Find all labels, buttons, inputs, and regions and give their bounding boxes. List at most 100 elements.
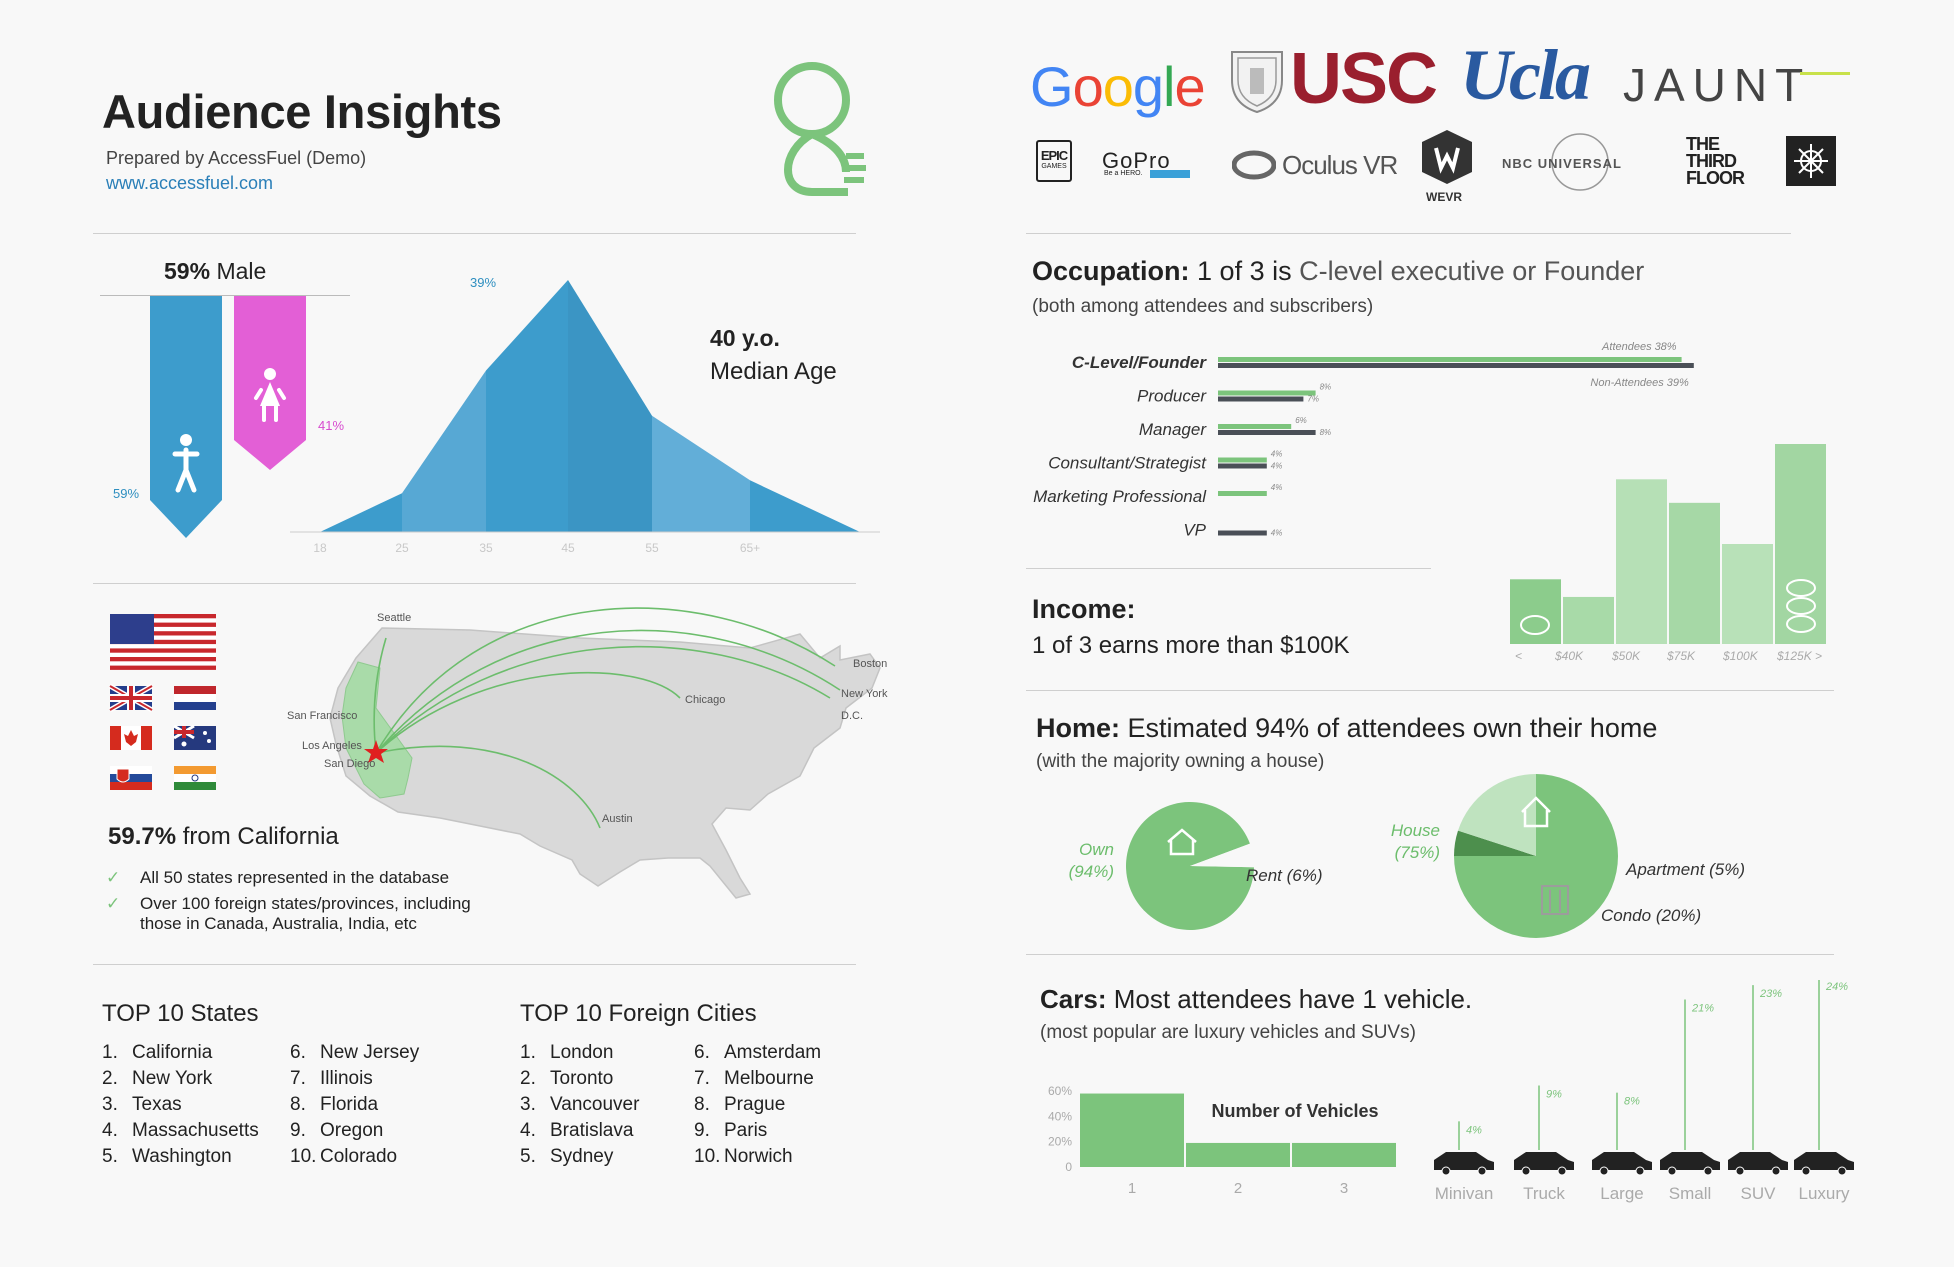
vehicle-type-value: 24% bbox=[1825, 981, 1848, 993]
house-icon bbox=[1521, 796, 1551, 828]
wevr-logo: WEVR bbox=[1426, 190, 1462, 204]
list-item-number: 7. bbox=[290, 1068, 306, 1089]
top-cities-title-rest: Foreign Cities bbox=[608, 1000, 757, 1027]
occupation-bar-nonattendees bbox=[1218, 396, 1304, 402]
list-item-label: Massachusetts bbox=[132, 1120, 259, 1141]
list-item-number: 9. bbox=[694, 1120, 710, 1141]
male-label: Male bbox=[216, 258, 267, 284]
list-item: 3. Texas bbox=[102, 1092, 259, 1118]
condo-label: Condo (20%) bbox=[1601, 906, 1702, 925]
home-text: Estimated 94% of attendees own their hom… bbox=[1127, 713, 1658, 743]
oculus-icon bbox=[1232, 150, 1276, 180]
car-icon bbox=[1592, 1152, 1652, 1176]
list-item-number: 4. bbox=[102, 1120, 118, 1141]
car-wheel bbox=[1635, 1166, 1645, 1176]
list-item-number: 5. bbox=[102, 1146, 118, 1167]
vehicle-type-label: Minivan bbox=[1435, 1184, 1494, 1203]
occupation-bar-attendees bbox=[1218, 390, 1316, 396]
occupation-value-attendees: 4% bbox=[1271, 450, 1283, 459]
list-item-label: Vancouver bbox=[550, 1094, 640, 1115]
income-bar bbox=[1616, 479, 1667, 644]
occupation-value-nonattendees: 8% bbox=[1320, 428, 1332, 437]
third-floor-2: THIRD bbox=[1686, 151, 1737, 171]
age-tick-label: 55 bbox=[645, 541, 659, 555]
car-wheel bbox=[1801, 1166, 1811, 1176]
car-wheel bbox=[1703, 1166, 1713, 1176]
income-sub: 1 of 3 earns more than $100K bbox=[1032, 632, 1350, 659]
legend-nonattendees: Non-Attendees bbox=[1590, 377, 1664, 389]
city-boston: Boston bbox=[853, 658, 888, 670]
house-pct: (75%) bbox=[1394, 843, 1440, 862]
cars-sub: (most popular are luxury vehicles and SU… bbox=[1040, 1022, 1416, 1043]
epic-logo: EPIC GAMES bbox=[1036, 140, 1072, 182]
house-icon bbox=[1167, 828, 1197, 856]
list-item: 2. Toronto bbox=[520, 1066, 639, 1092]
occupation-value-attendees: 38% bbox=[1655, 341, 1677, 353]
bullet-1: All 50 states represented in the databas… bbox=[140, 868, 450, 887]
occupation-value-nonattendees: 39% bbox=[1667, 377, 1689, 389]
cars-title: Cars: bbox=[1040, 984, 1107, 1014]
occupation-headline: Occupation: 1 of 3 is C-level executive … bbox=[1032, 256, 1644, 287]
occupation-category-label: Manager bbox=[1139, 420, 1207, 439]
median-age-value: 40 y.o. bbox=[710, 325, 780, 351]
home-headline: Home: Estimated 94% of attendees own the… bbox=[1036, 713, 1657, 744]
top-states-title: TOP 10 States bbox=[102, 1000, 259, 1028]
median-age-label: Median Age bbox=[710, 358, 837, 385]
list-item: 2. New York bbox=[102, 1066, 259, 1092]
coin-stack-icon bbox=[1786, 615, 1816, 633]
car-icon bbox=[1514, 1152, 1574, 1176]
occupation-bar-attendees bbox=[1218, 457, 1267, 463]
male-pct-bold: 59% bbox=[164, 258, 211, 284]
nbc-circle-icon bbox=[1551, 133, 1609, 191]
list-item-label: Prague bbox=[724, 1094, 786, 1115]
coin-stack-icon bbox=[1786, 597, 1816, 615]
own-pct: (94%) bbox=[1068, 862, 1114, 881]
australia-flag-icon bbox=[173, 724, 216, 750]
wevr-icon bbox=[1422, 130, 1472, 184]
vehicles-ytick: 0 bbox=[1065, 1160, 1072, 1174]
top-cities-title-num: TOP 10 bbox=[520, 1000, 602, 1027]
third-floor-logo: THE THIRD FLOOR bbox=[1686, 135, 1745, 187]
own-label: Own bbox=[1079, 840, 1114, 859]
list-item-label: Texas bbox=[132, 1094, 182, 1115]
list-item: 8. Florida bbox=[290, 1092, 419, 1118]
vehicles-ytick: 40% bbox=[1048, 1109, 1072, 1123]
cars-text: Most attendees have 1 vehicle. bbox=[1113, 984, 1473, 1014]
car-icon bbox=[1728, 1152, 1788, 1176]
ownership-pie bbox=[1126, 802, 1254, 930]
website-link[interactable]: www.accessfuel.com bbox=[106, 173, 274, 193]
prepared-by: Prepared by AccessFuel (Demo) bbox=[106, 148, 367, 168]
home-type-pie bbox=[1454, 774, 1618, 938]
vehicle-type-label: Large bbox=[1600, 1184, 1643, 1203]
list-item-number: 4. bbox=[520, 1120, 536, 1141]
list-item-number: 10. bbox=[290, 1146, 317, 1167]
gender-headline: 59% Male bbox=[164, 258, 266, 285]
occupation-value-nonattendees: 7% bbox=[1307, 395, 1319, 404]
age-area-segment bbox=[486, 280, 568, 532]
list-item-label: New York bbox=[132, 1068, 213, 1089]
building-icon bbox=[1541, 885, 1569, 915]
usc-seal-icon bbox=[1231, 51, 1283, 114]
us-map bbox=[329, 607, 881, 899]
vehicle-type-value: 23% bbox=[1759, 988, 1782, 1000]
car-body bbox=[1514, 1152, 1574, 1170]
pie-slice bbox=[1458, 774, 1536, 856]
car-wheel bbox=[1599, 1166, 1609, 1176]
california-shape bbox=[341, 661, 413, 799]
list-item-label: Florida bbox=[320, 1094, 379, 1115]
list-item-number: 6. bbox=[694, 1042, 710, 1063]
vehicles-ytick: 20% bbox=[1048, 1135, 1072, 1149]
epic-logo-sub: GAMES bbox=[1041, 163, 1067, 170]
pie-slice bbox=[1126, 802, 1254, 930]
income-tick-label: < bbox=[1515, 649, 1522, 663]
ucla-logo: Ucla bbox=[1460, 35, 1591, 115]
emblem-logo-icon bbox=[1786, 136, 1836, 186]
list-item-label: Amsterdam bbox=[724, 1042, 822, 1063]
city-ny: New York bbox=[841, 688, 888, 700]
house-label: House bbox=[1390, 821, 1440, 840]
vehicle-type-label: Luxury bbox=[1798, 1184, 1850, 1203]
vehicle-type-label: Truck bbox=[1523, 1184, 1565, 1203]
slovakia-flag-icon bbox=[110, 766, 152, 790]
geo-headline: 59.7% from California bbox=[108, 823, 339, 851]
list-item-number: 10. bbox=[694, 1146, 721, 1167]
